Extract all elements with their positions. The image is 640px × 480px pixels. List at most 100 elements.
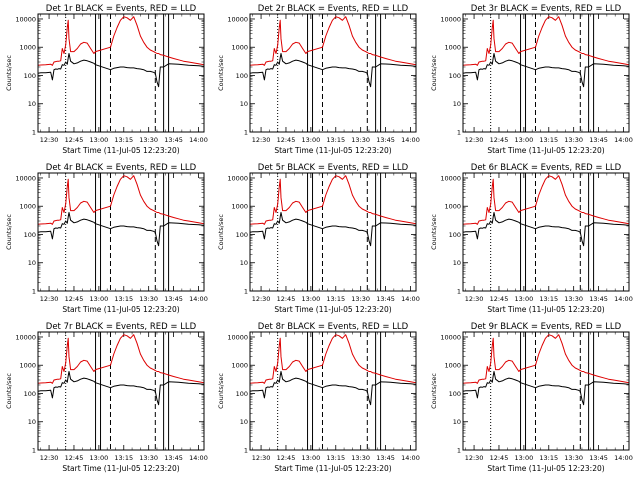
series-line-lld xyxy=(463,16,629,66)
y-tick-label: 1 xyxy=(244,129,248,137)
series-group xyxy=(38,175,204,247)
series-line-events xyxy=(250,212,416,247)
y-tick-label: 10000 xyxy=(15,174,36,182)
x-tick-label: 13:15 xyxy=(539,454,558,462)
y-axis-label: Counts/sec xyxy=(5,55,13,91)
x-tick-label: 13:30 xyxy=(564,454,583,462)
y-tick-label: 100 xyxy=(236,390,248,398)
x-axis-label: Start Time (11-Jul-05 12:23:20) xyxy=(62,464,179,473)
x-tick-label: 13:00 xyxy=(301,454,320,462)
y-tick-label: 10 xyxy=(28,418,36,426)
x-tick-label: 14:00 xyxy=(614,454,633,462)
x-tick-label: 12:45 xyxy=(277,454,296,462)
x-tick-label: 12:30 xyxy=(40,136,59,144)
y-tick-label: 10000 xyxy=(227,15,248,23)
x-axis-label: Start Time (11-Jul-05 12:23:20) xyxy=(62,146,179,155)
series-line-events xyxy=(463,53,629,88)
y-axis-label: Counts/sec xyxy=(430,373,438,409)
series-group xyxy=(250,334,416,406)
y-axis-label: Counts/sec xyxy=(5,373,13,409)
y-tick-label: 10 xyxy=(453,418,461,426)
x-tick-label: 12:30 xyxy=(465,454,484,462)
panel-title: Det 5r BLACK = Events, RED = LLD xyxy=(258,163,409,173)
y-tick-label: 10000 xyxy=(227,174,248,182)
panel-4: Det 4r BLACK = Events, RED = LLD Counts/s… xyxy=(5,163,208,314)
y-tick-label: 10000 xyxy=(15,333,36,341)
x-tick-label: 13:00 xyxy=(89,454,108,462)
y-tick-label: 1 xyxy=(457,129,461,137)
x-tick-label: 14:00 xyxy=(401,295,420,303)
x-tick-label: 13:45 xyxy=(589,295,608,303)
y-tick-label: 10 xyxy=(240,259,248,267)
x-tick-label: 12:45 xyxy=(490,454,509,462)
x-tick-label: 13:15 xyxy=(114,295,133,303)
y-tick-label: 1000 xyxy=(19,44,36,52)
x-tick-label: 13:30 xyxy=(351,454,370,462)
y-tick-label: 100 xyxy=(449,390,461,398)
panel-title: Det 9r BLACK = Events, RED = LLD xyxy=(471,322,622,332)
plot-frame xyxy=(37,172,205,292)
y-tick-label: 1000 xyxy=(19,203,36,211)
x-tick-label: 14:00 xyxy=(401,454,420,462)
x-tick-label: 13:45 xyxy=(164,295,183,303)
x-axis-label: Start Time (11-Jul-05 12:23:20) xyxy=(487,464,604,473)
plot-frame xyxy=(37,331,205,451)
x-axis-label: Start Time (11-Jul-05 12:23:20) xyxy=(274,464,391,473)
series-group xyxy=(38,334,204,406)
y-tick-label: 10000 xyxy=(227,333,248,341)
y-tick-label: 1000 xyxy=(231,203,248,211)
panel-1: Det 1r BLACK = Events, RED = LLD Counts/s… xyxy=(5,4,208,155)
y-tick-label: 100 xyxy=(236,72,248,80)
x-tick-label: 13:30 xyxy=(351,295,370,303)
x-tick-label: 13:30 xyxy=(564,136,583,144)
x-tick-label: 13:45 xyxy=(376,295,395,303)
panel-title: Det 6r BLACK = Events, RED = LLD xyxy=(471,163,622,173)
x-tick-label: 14:00 xyxy=(189,295,208,303)
y-tick-label: 10 xyxy=(453,100,461,108)
x-tick-label: 13:45 xyxy=(164,454,183,462)
series-line-lld xyxy=(38,16,204,66)
panel-title: Det 4r BLACK = Events, RED = LLD xyxy=(46,163,197,173)
y-tick-label: 10000 xyxy=(440,174,461,182)
panel-3: Det 3r BLACK = Events, RED = LLD Counts/s… xyxy=(430,4,633,155)
x-tick-label: 13:45 xyxy=(589,136,608,144)
y-axis-label: Counts/sec xyxy=(217,214,225,250)
x-tick-label: 13:30 xyxy=(564,295,583,303)
plot-frame xyxy=(249,331,417,451)
series-group xyxy=(463,16,629,88)
y-axis-label: Counts/sec xyxy=(430,214,438,250)
y-tick-label: 10000 xyxy=(15,15,36,23)
x-tick-label: 13:00 xyxy=(301,295,320,303)
y-tick-label: 1000 xyxy=(444,44,461,52)
y-tick-label: 10 xyxy=(28,259,36,267)
x-axis-label: Start Time (11-Jul-05 12:23:20) xyxy=(274,305,391,314)
series-line-lld xyxy=(250,16,416,66)
y-tick-label: 100 xyxy=(236,231,248,239)
x-tick-label: 12:45 xyxy=(277,136,296,144)
x-tick-label: 12:30 xyxy=(252,136,271,144)
x-axis-label: Start Time (11-Jul-05 12:23:20) xyxy=(487,146,604,155)
panel-9: Det 9r BLACK = Events, RED = LLD Counts/s… xyxy=(430,322,633,473)
series-line-events xyxy=(38,53,204,88)
series-line-lld xyxy=(250,175,416,225)
x-tick-label: 12:30 xyxy=(465,136,484,144)
x-tick-label: 12:30 xyxy=(252,454,271,462)
x-axis-label: Start Time (11-Jul-05 12:23:20) xyxy=(62,305,179,314)
x-tick-label: 13:30 xyxy=(139,136,158,144)
y-tick-label: 10000 xyxy=(440,333,461,341)
y-tick-label: 1 xyxy=(32,288,36,296)
x-axis-label: Start Time (11-Jul-05 12:23:20) xyxy=(487,305,604,314)
x-tick-label: 13:45 xyxy=(164,136,183,144)
plot-frame xyxy=(462,13,630,133)
series-line-events xyxy=(38,371,204,406)
x-tick-label: 12:45 xyxy=(490,295,509,303)
x-tick-label: 14:00 xyxy=(401,136,420,144)
x-tick-label: 13:00 xyxy=(301,136,320,144)
y-tick-label: 100 xyxy=(24,231,36,239)
series-line-events xyxy=(463,371,629,406)
series-line-events xyxy=(463,212,629,247)
y-tick-label: 1 xyxy=(32,447,36,455)
plot-frame xyxy=(462,331,630,451)
panel-7: Det 7r BLACK = Events, RED = LLD Counts/s… xyxy=(5,322,208,473)
